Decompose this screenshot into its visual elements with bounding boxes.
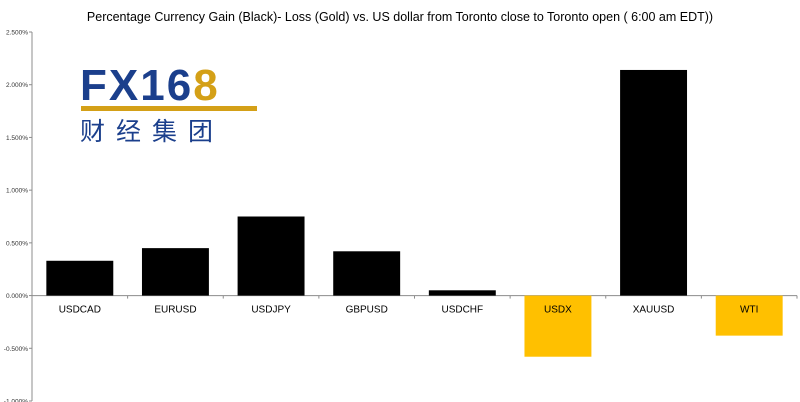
x-tick-labels: USDCAD EURUSD USDJPY GBPUSD USDCHF USDX XAUUSD… xyxy=(59,305,759,316)
x-tick-label: EURUSD xyxy=(154,305,196,316)
bar-xauusd xyxy=(620,69,688,296)
y-tick-label: 0.000% xyxy=(6,293,28,300)
y-tick-label: 2.000% xyxy=(6,82,28,89)
y-tick-label: -1.000% xyxy=(4,399,28,402)
bar-usdx xyxy=(524,295,592,357)
bars xyxy=(46,69,783,357)
y-tick-label: -0.500% xyxy=(4,346,28,353)
y-tick-label: 1.500% xyxy=(6,135,28,142)
bar-usdchf xyxy=(428,290,496,296)
x-tick-label: XAUUSD xyxy=(633,305,675,316)
x-tick-label: GBPUSD xyxy=(346,305,388,316)
logo-underline xyxy=(81,106,257,111)
bar-gbpusd xyxy=(333,251,401,296)
y-tick-labels: 2.500% 2.000% 1.500% 1.000% 0.500% 0.000% -0.5… xyxy=(4,30,32,402)
x-tick-label: WTI xyxy=(740,305,758,316)
x-tick-label: USDX xyxy=(544,305,572,316)
x-tick-label: USDCAD xyxy=(59,305,101,316)
x-tick-label: USDJPY xyxy=(251,305,291,316)
logo-8-text: 8 xyxy=(193,61,219,110)
logo-fx-text: FX xyxy=(80,61,140,110)
y-tick-label: 2.500% xyxy=(6,30,28,37)
y-tick-label: 1.000% xyxy=(6,188,28,195)
bar-usdjpy xyxy=(237,216,305,296)
y-tick-label: 0.500% xyxy=(6,240,28,247)
x-tick-label: USDCHF xyxy=(441,305,483,316)
logo-chinese-text: 财经集团 xyxy=(80,117,224,146)
svg-text:FX168: FX168 xyxy=(80,61,220,110)
fx168-logo: FX168 财经集团 xyxy=(80,61,257,146)
chart-title: Percentage Currency Gain (Black)- Loss (… xyxy=(87,10,713,24)
bar-eurusd xyxy=(141,248,209,296)
bar-usdcad xyxy=(46,260,114,296)
logo-16-text: 16 xyxy=(140,61,193,110)
bar-wti xyxy=(715,295,783,336)
